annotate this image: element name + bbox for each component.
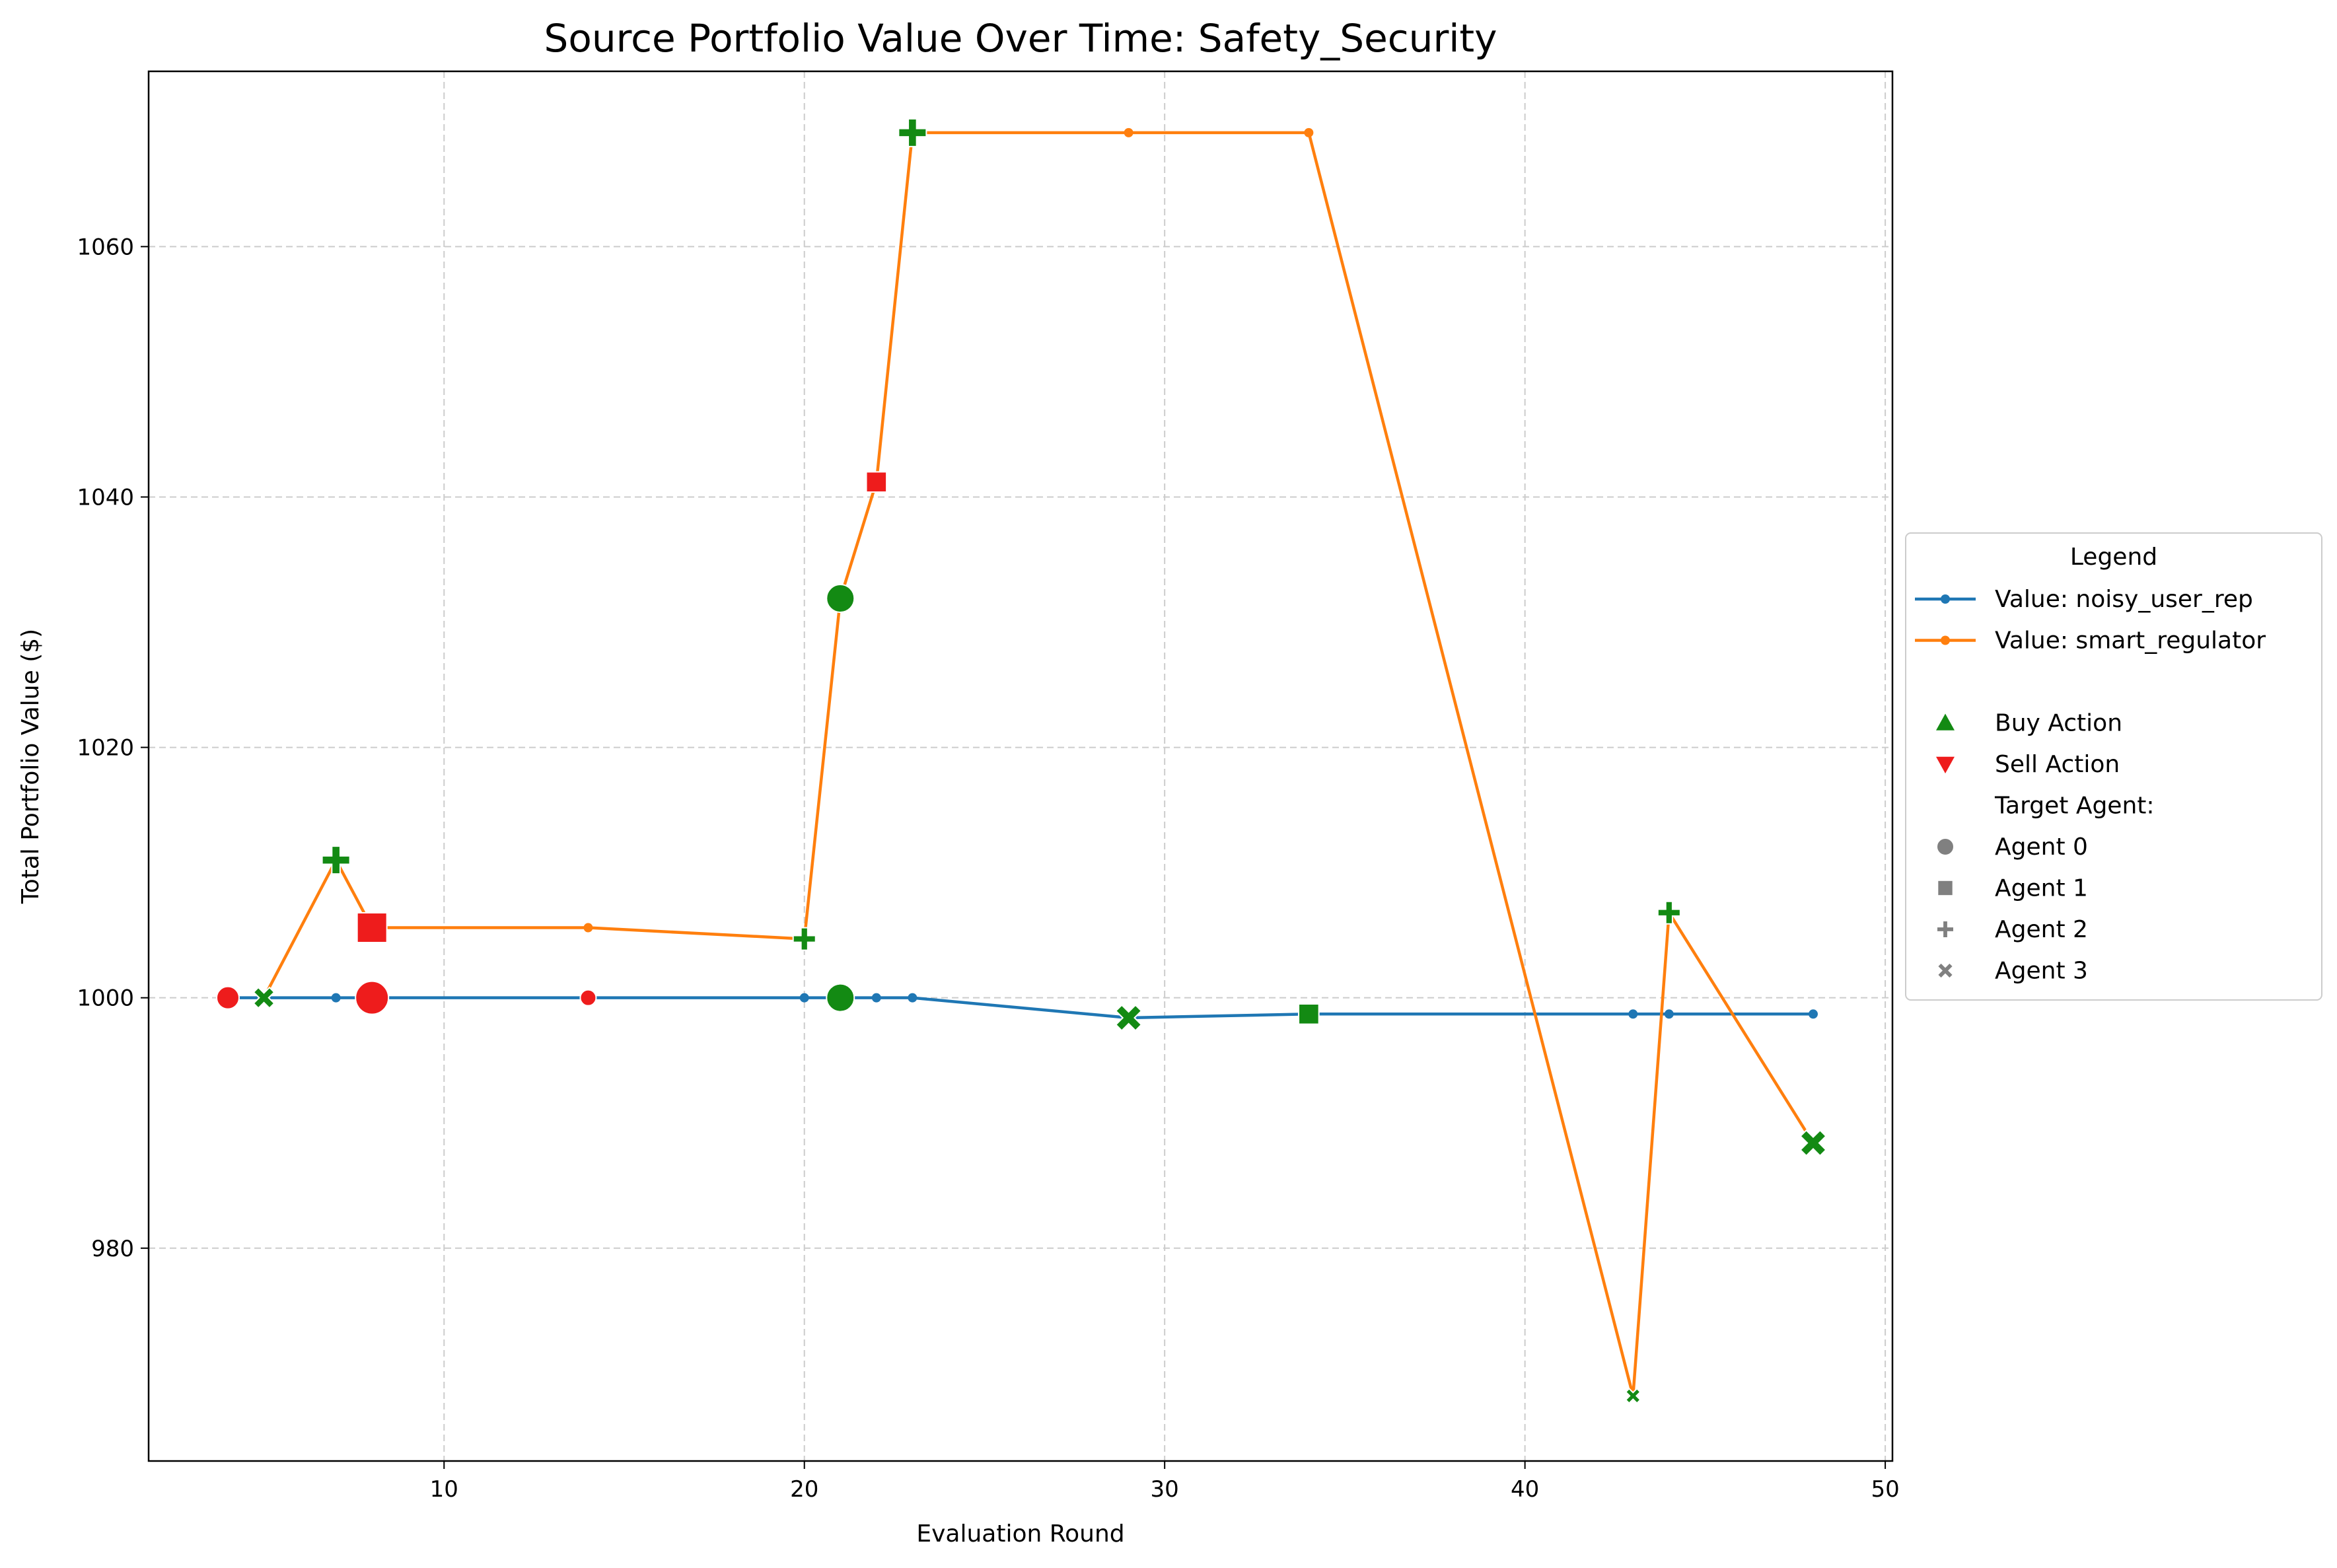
series-lines bbox=[223, 127, 1818, 1401]
legend-circle-swatch bbox=[1936, 837, 1955, 856]
x-tick-label: 30 bbox=[1151, 1476, 1179, 1503]
action-marker-sell-agent-0 bbox=[216, 985, 240, 1010]
series-point bbox=[1628, 1009, 1638, 1019]
legend-entry-label: Agent 0 bbox=[1995, 834, 2088, 861]
x-tick-label: 40 bbox=[1511, 1476, 1539, 1503]
y-tick-label: 1060 bbox=[77, 234, 134, 260]
action-markers bbox=[216, 118, 1827, 1404]
x-tick-label: 20 bbox=[790, 1476, 818, 1503]
action-marker-buy-agent-0 bbox=[826, 584, 855, 614]
y-axis-title: Total Portfolio Value ($) bbox=[17, 629, 44, 904]
action-marker-buy-agent-3 bbox=[1114, 1004, 1143, 1032]
action-marker-buy-agent-2 bbox=[898, 118, 927, 147]
action-marker-buy-agent-3 bbox=[1799, 1129, 1827, 1157]
series-point bbox=[583, 923, 593, 933]
series-point bbox=[871, 993, 881, 1003]
action-marker-buy-agent-3 bbox=[252, 986, 275, 1009]
legend-x-swatch bbox=[1936, 962, 1955, 980]
series-line-0 bbox=[228, 996, 1813, 1020]
y-tick-label: 1000 bbox=[77, 985, 134, 1012]
grid bbox=[149, 71, 1892, 1461]
legend-box bbox=[1905, 532, 2322, 1001]
series-point bbox=[331, 993, 341, 1003]
legend-line-dot bbox=[1941, 635, 1950, 645]
legend: Legend Value: noisy_user_rep Value: smart_… bbox=[1905, 532, 2322, 1001]
legend-entry-label: Value: noisy_user_rep bbox=[1995, 586, 2253, 613]
y-tick-label: 1040 bbox=[77, 484, 134, 511]
action-marker-buy-agent-2 bbox=[321, 845, 351, 875]
x-axis-title: Evaluation Round bbox=[916, 1520, 1124, 1548]
action-marker-buy-agent-2 bbox=[1657, 900, 1681, 925]
legend-entry-label: Target Agent: bbox=[1994, 793, 2155, 820]
series-line-1 bbox=[262, 131, 1815, 1398]
legend-entry-label: Agent 2 bbox=[1995, 916, 2088, 943]
legend-triangle-up-swatch bbox=[1936, 713, 1955, 731]
action-marker-buy-agent-3 bbox=[1624, 1387, 1641, 1404]
y-tick-label: 1020 bbox=[77, 735, 134, 762]
x-tick-label: 50 bbox=[1871, 1476, 1899, 1503]
series-point bbox=[908, 993, 917, 1003]
legend-entry-label: Agent 3 bbox=[1995, 958, 2088, 985]
action-marker-buy-agent-2 bbox=[792, 927, 816, 951]
series-point bbox=[1124, 127, 1133, 137]
series-point bbox=[1664, 1009, 1674, 1019]
action-marker-sell-agent-1 bbox=[865, 471, 888, 493]
y-tick-label: 980 bbox=[91, 1236, 134, 1262]
action-marker-sell-agent-0 bbox=[579, 989, 597, 1007]
chart-title: Source Portfolio Value Over Time: Safety… bbox=[544, 16, 1497, 61]
action-marker-buy-agent-1 bbox=[1298, 1003, 1320, 1025]
legend-square-swatch bbox=[1937, 879, 1954, 897]
action-marker-buy-agent-0 bbox=[826, 983, 855, 1013]
legend-plus-swatch bbox=[1936, 920, 1955, 939]
plot-frame bbox=[147, 70, 1894, 1462]
x-tick-label: 10 bbox=[430, 1476, 458, 1503]
legend-entry-label: Sell Action bbox=[1995, 751, 2120, 778]
action-marker-sell-agent-0 bbox=[355, 980, 390, 1015]
action-marker-sell-agent-1 bbox=[356, 912, 388, 944]
series-point bbox=[1304, 127, 1314, 137]
series-point bbox=[799, 993, 809, 1003]
series-point bbox=[1809, 1009, 1818, 1019]
legend-entry-label: Value: smart_regulator bbox=[1995, 627, 2266, 655]
legend-triangle-down-swatch bbox=[1936, 756, 1955, 773]
legend-title: Legend bbox=[2070, 544, 2157, 571]
legend-entry-label: Agent 1 bbox=[1995, 875, 2088, 902]
legend-line-dot bbox=[1941, 594, 1950, 604]
legend-entry-label: Buy Action bbox=[1995, 710, 2122, 737]
